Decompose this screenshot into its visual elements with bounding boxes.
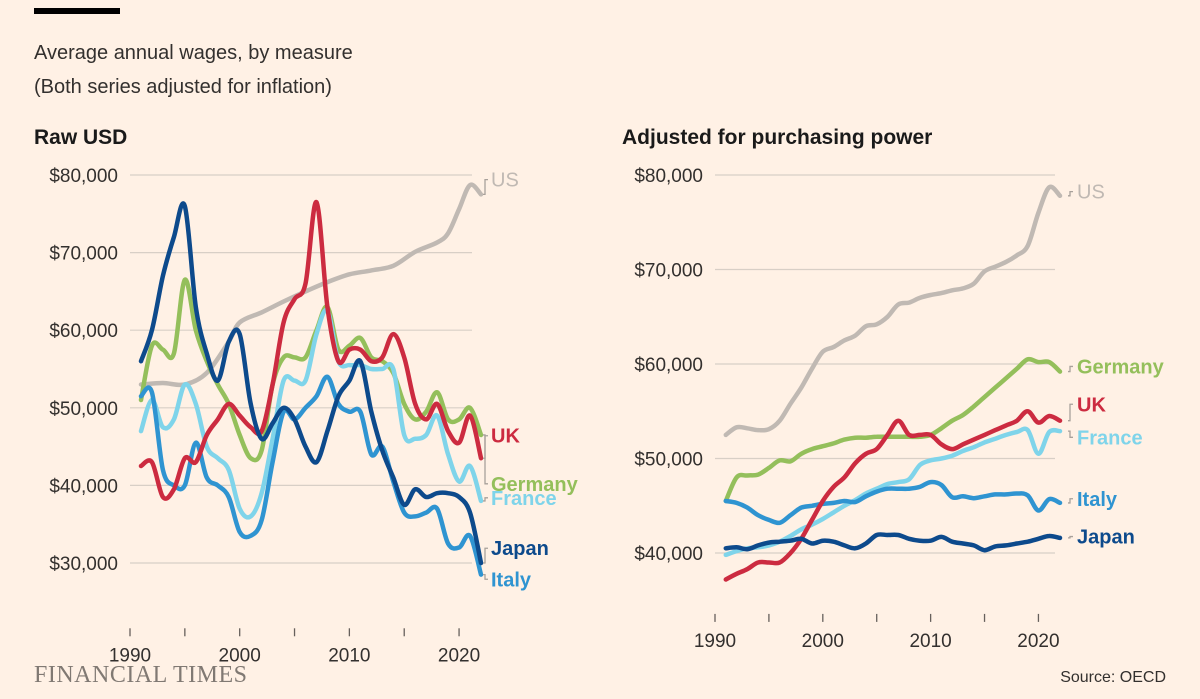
right-leader-us xyxy=(1068,190,1073,197)
left-label-us: US xyxy=(491,170,519,192)
right-label-france: France xyxy=(1077,427,1143,449)
left-xtick-label: 2020 xyxy=(438,645,480,666)
left-xtick-label: 2010 xyxy=(328,645,370,666)
left-leader-france xyxy=(483,497,488,502)
left-panel-title: Raw USD xyxy=(34,126,128,149)
right-label-us: US xyxy=(1077,182,1105,204)
ft-accent-bar xyxy=(34,8,120,14)
right-panel-title: Adjusted for purchasing power xyxy=(622,126,933,149)
right-leader-japan xyxy=(1068,535,1073,539)
left-line-italy xyxy=(138,374,484,577)
right-leader-germany xyxy=(1068,365,1073,373)
left-ytick-label: $50,000 xyxy=(49,399,118,420)
right-ytick-label: $70,000 xyxy=(634,261,703,282)
right-line-italy xyxy=(723,479,1063,526)
left-line-uk xyxy=(138,199,484,501)
source-note: Source: OECD xyxy=(1060,669,1166,686)
left-xtick-label: 2000 xyxy=(219,645,261,666)
right-ytick-label: $60,000 xyxy=(634,355,703,376)
right-line-japan xyxy=(723,532,1063,553)
left-leader-japan xyxy=(483,547,488,564)
right-label-italy: Italy xyxy=(1077,489,1118,511)
left-ytick-label: $40,000 xyxy=(49,476,118,497)
left-label-italy: Italy xyxy=(491,569,532,591)
left-ytick-label: $30,000 xyxy=(49,554,118,575)
right-ytick-label: $80,000 xyxy=(634,166,703,187)
ft-logo: FINANCIAL TIMES xyxy=(34,662,248,688)
left-ytick-label: $60,000 xyxy=(49,321,118,342)
left-line-us xyxy=(138,182,484,388)
left-line-france xyxy=(138,307,484,520)
left-xtick-label: 1990 xyxy=(109,645,151,666)
right-xtick-label: 2010 xyxy=(909,631,951,652)
left-label-uk: UK xyxy=(491,426,520,448)
right-line-us xyxy=(723,184,1063,438)
right-leader-italy xyxy=(1068,498,1073,504)
left-label-japan: Japan xyxy=(491,538,549,560)
right-leader-uk xyxy=(1068,403,1073,422)
right-leader-france xyxy=(1068,430,1073,438)
left-ytick-label: $70,000 xyxy=(49,244,118,265)
right-ytick-label: $50,000 xyxy=(634,450,703,471)
chart-subtitle: (Both series adjusted for inflation) xyxy=(34,76,332,98)
right-line-germany xyxy=(723,356,1063,504)
left-label-germany: Germany xyxy=(491,474,579,496)
left-leader-italy xyxy=(483,573,488,580)
right-xtick-label: 1990 xyxy=(694,631,736,652)
right-xtick-label: 2020 xyxy=(1017,631,1059,652)
chart-title: Average annual wages, by measure xyxy=(34,42,353,64)
right-label-japan: Japan xyxy=(1077,527,1135,549)
right-xtick-label: 2000 xyxy=(802,631,844,652)
left-leader-us xyxy=(483,178,488,196)
left-label-france: France xyxy=(491,488,557,510)
left-ytick-label: $80,000 xyxy=(49,166,118,187)
right-label-germany: Germany xyxy=(1077,356,1165,378)
left-leader-germany xyxy=(483,434,488,485)
right-ytick-label: $40,000 xyxy=(634,544,703,565)
left-line-japan xyxy=(138,201,484,566)
right-label-uk: UK xyxy=(1077,394,1106,416)
left-line-germany xyxy=(138,277,484,463)
right-line-uk xyxy=(723,409,1063,582)
